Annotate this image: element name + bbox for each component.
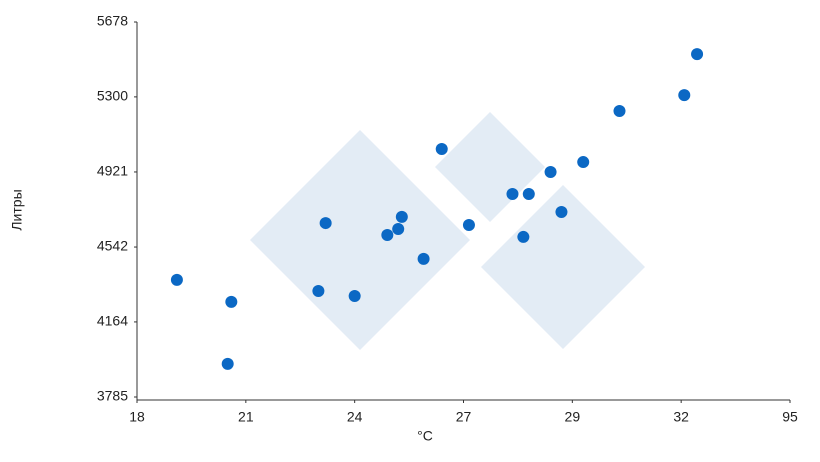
x-tick-label: 27 [456, 409, 472, 425]
x-tick-label: 18 [129, 409, 145, 425]
point [522, 187, 535, 200]
watermark-diamond [250, 130, 470, 350]
y-tick-label: 3785 [97, 388, 128, 404]
point [462, 219, 475, 232]
point [691, 48, 704, 61]
x-tick-label: 21 [238, 409, 254, 425]
point [319, 217, 332, 230]
point [544, 165, 557, 178]
point [225, 295, 238, 308]
point [170, 273, 183, 286]
x-axis-label: °C [417, 428, 433, 444]
watermark-diamond [435, 112, 545, 222]
y-tick-label: 4542 [97, 238, 128, 254]
point [221, 357, 234, 370]
point [577, 156, 590, 169]
y-tick-label: 4164 [97, 313, 128, 329]
point [395, 210, 408, 223]
watermark-diamond [481, 185, 645, 349]
x-tick-label: 95 [782, 409, 798, 425]
point [613, 104, 626, 117]
point [435, 142, 448, 155]
point [312, 285, 325, 298]
y-tick-label: 5300 [97, 88, 128, 104]
point [506, 187, 519, 200]
point [517, 230, 530, 243]
x-tick-label: 29 [565, 409, 581, 425]
x-tick-label: 32 [673, 409, 689, 425]
point [555, 205, 568, 218]
point [417, 252, 430, 265]
point [392, 223, 405, 236]
x-tick-label: 24 [347, 409, 363, 425]
point [678, 89, 691, 102]
y-tick-label: 5678 [97, 13, 128, 29]
point [348, 289, 361, 302]
y-axis-label: Литры [9, 189, 25, 230]
point [381, 228, 394, 241]
y-tick-label: 4921 [97, 163, 128, 179]
